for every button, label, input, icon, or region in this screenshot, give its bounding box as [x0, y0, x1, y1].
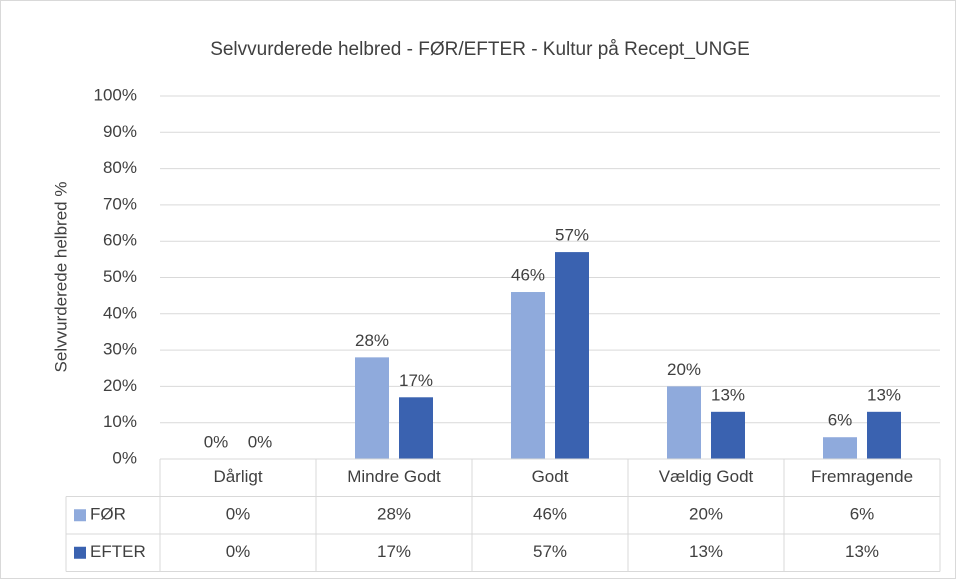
- table-cell: 46%: [533, 505, 567, 524]
- table-cell: 57%: [533, 542, 567, 561]
- y-tick-label: 80%: [103, 158, 137, 177]
- x-tick-label: Godt: [532, 467, 569, 486]
- table-cell: 6%: [850, 505, 875, 524]
- data-label: 28%: [355, 331, 389, 350]
- data-label: 13%: [867, 385, 901, 404]
- legend-label: FØR: [90, 505, 126, 524]
- x-tick-label: Fremragende: [811, 467, 913, 486]
- y-tick-label: 30%: [103, 340, 137, 359]
- x-tick-label: Dårligt: [213, 467, 262, 486]
- legend-swatch: [74, 509, 86, 522]
- bar: [823, 437, 857, 459]
- x-tick-label: Mindre Godt: [347, 467, 441, 486]
- bar: [555, 252, 589, 459]
- table-cell: 0%: [226, 505, 251, 524]
- data-label: 46%: [511, 266, 545, 285]
- bar: [355, 357, 389, 459]
- y-tick-label: 100%: [94, 85, 137, 104]
- bar: [399, 397, 433, 459]
- data-label: 17%: [399, 371, 433, 390]
- bar: [867, 411, 901, 459]
- y-tick-label: 50%: [103, 267, 137, 286]
- data-label: 13%: [711, 385, 745, 404]
- table-cell: 13%: [689, 542, 723, 561]
- data-label: 0%: [248, 432, 273, 451]
- y-axis-label: Selvvurderede helbred %: [51, 182, 70, 373]
- y-tick-label: 0%: [112, 448, 137, 467]
- y-tick-label: 10%: [103, 412, 137, 431]
- data-label: 57%: [555, 226, 589, 245]
- table-cell: 0%: [226, 542, 251, 561]
- data-label: 6%: [828, 411, 853, 430]
- table-cell: 28%: [377, 505, 411, 524]
- legend-label: EFTER: [90, 542, 146, 561]
- data-label: 0%: [204, 432, 229, 451]
- y-tick-label: 40%: [103, 303, 137, 322]
- bar: [667, 386, 701, 459]
- data-label: 20%: [667, 360, 701, 379]
- table-cell: 13%: [845, 542, 879, 561]
- y-tick-label: 20%: [103, 376, 137, 395]
- chart-title: Selvvurderede helbred - FØR/EFTER - Kult…: [210, 39, 750, 60]
- legend-swatch: [74, 546, 86, 559]
- y-tick-label: 60%: [103, 231, 137, 250]
- bar: [511, 292, 545, 459]
- y-tick-label: 70%: [103, 194, 137, 213]
- table-cell: 17%: [377, 542, 411, 561]
- x-tick-label: Vældig Godt: [659, 467, 754, 486]
- bar: [711, 411, 745, 459]
- table-cell: 20%: [689, 505, 723, 524]
- y-tick-label: 90%: [103, 122, 137, 141]
